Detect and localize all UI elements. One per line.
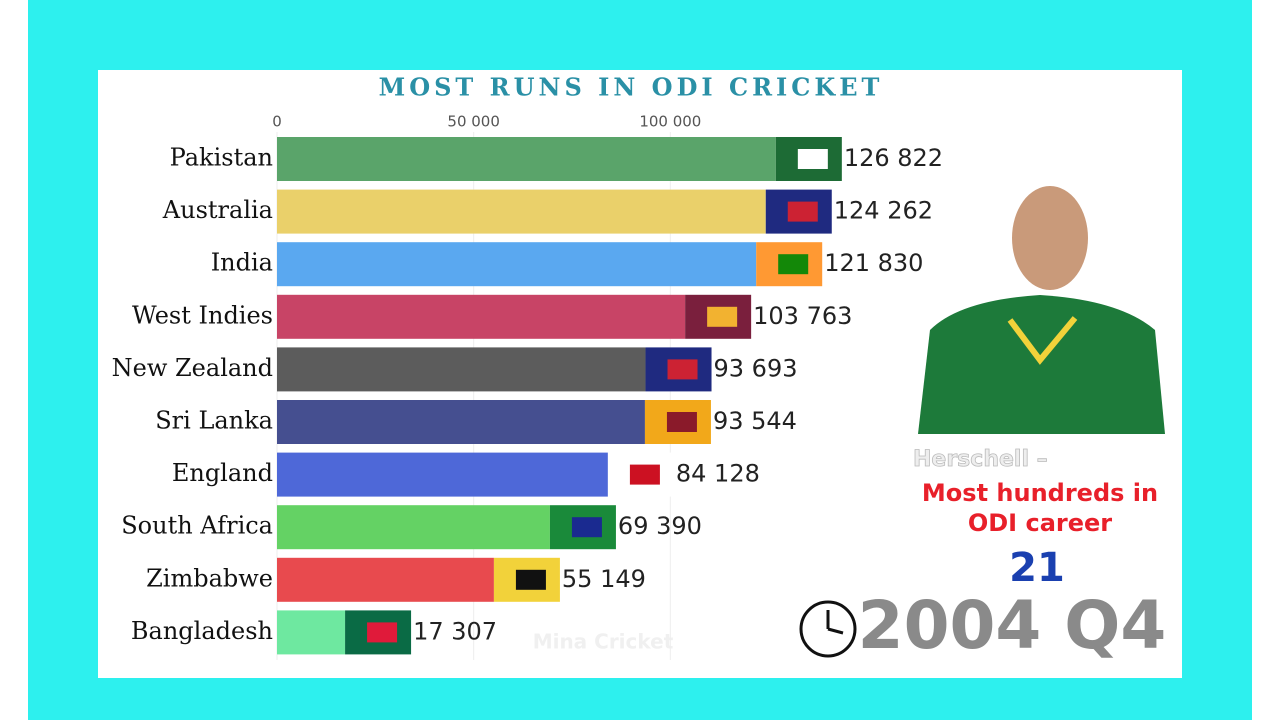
flag [645, 347, 712, 392]
category-label: Pakistan [170, 144, 273, 172]
flag-part [629, 464, 660, 485]
value-label: 93 693 [714, 354, 798, 382]
stat-value: 21 [1009, 545, 1065, 591]
flag-part [667, 359, 698, 380]
bar [277, 610, 346, 655]
right-edge [1252, 0, 1280, 720]
flag-part [707, 306, 738, 327]
plot: 0 50 000 100 000 Pakistan 126 822 Australia 12… [112, 113, 943, 660]
bar [277, 505, 550, 550]
value-label: 17 307 [413, 617, 497, 645]
x-tick-label: 0 [272, 113, 282, 131]
stat-line: ODI career [968, 509, 1112, 537]
bar [277, 347, 646, 392]
flag-part [515, 569, 546, 590]
category-label: England [172, 459, 273, 487]
clock-icon [799, 600, 857, 658]
bar [277, 242, 757, 287]
flag-part [797, 149, 828, 169]
category-label: Zimbabwe [146, 564, 273, 592]
bar [277, 557, 494, 602]
category-label: West Indies [132, 301, 273, 329]
category-label: Bangladesh [131, 617, 273, 645]
chart-title: MOST RUNS IN ODI CRICKET [379, 73, 884, 102]
value-label: 93 544 [713, 407, 797, 435]
value-label: 124 262 [834, 197, 933, 225]
flag-part [787, 201, 818, 222]
x-tick-label: 50 000 [447, 113, 500, 131]
value-label: 69 390 [618, 512, 702, 540]
flag [765, 189, 832, 234]
period-label: 2004 Q4 [858, 587, 1167, 664]
flag-part [367, 622, 398, 643]
flag-part [666, 412, 697, 432]
bar [277, 294, 686, 339]
player-name: Herschell – [913, 447, 1048, 472]
flag [685, 294, 752, 339]
value-label: 55 149 [562, 565, 646, 593]
flag-part [778, 254, 809, 275]
flag-part [571, 517, 602, 538]
category-label: India [211, 249, 273, 277]
watermark: Mina Cricket [533, 630, 674, 654]
flag [775, 137, 842, 181]
category-label: Australia [162, 196, 273, 224]
bar [277, 452, 608, 497]
flag [493, 557, 560, 602]
flag [549, 505, 616, 550]
category-label: Sri Lanka [155, 407, 273, 435]
bar [277, 400, 645, 444]
bar [277, 189, 766, 234]
player-photo [915, 178, 1165, 434]
value-label: 121 830 [824, 249, 923, 277]
category-label: South Africa [121, 512, 273, 540]
left-edge [0, 0, 28, 720]
value-label: 126 822 [844, 144, 943, 172]
x-tick-label: 100 000 [639, 113, 701, 131]
bar [277, 137, 776, 181]
value-label: 103 763 [753, 302, 852, 330]
category-label: New Zealand [112, 354, 273, 382]
flag [607, 452, 674, 497]
flag [644, 400, 711, 444]
flag [345, 610, 412, 655]
value-label: 84 128 [676, 460, 760, 488]
stat-line: Most hundreds in [922, 479, 1158, 507]
flag [756, 242, 823, 287]
